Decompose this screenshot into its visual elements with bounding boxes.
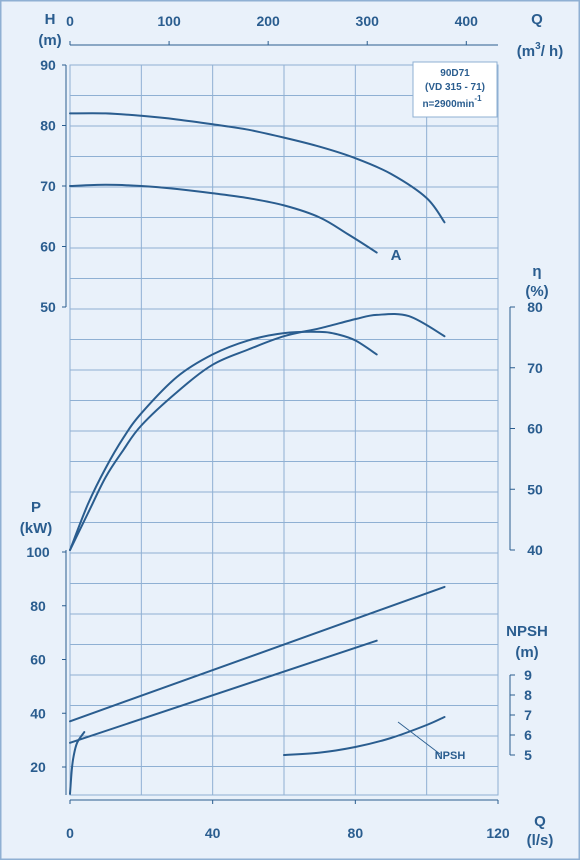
q-bottom-tick-label: 120 [486,825,510,841]
h-tick-label: 50 [40,299,56,315]
npsh-leader-line [397,721,441,755]
h-tick-label: 80 [40,118,56,134]
q-top-tick-label: 400 [455,13,479,29]
eta-tick-label: 50 [527,481,543,497]
npsh-tick-label: 8 [524,687,532,703]
curve-label-npsh: NPSH [435,750,466,762]
q-top-tick-label: 100 [157,13,181,29]
plot-frame [69,64,499,796]
curve-p-4 [69,585,446,723]
info-speed-sup: -1 [474,94,482,103]
info-box [412,61,498,118]
p-tick-label: 100 [26,544,50,560]
info-model: 90D71 [440,68,470,79]
q-top-axis-unit: (m3/ h) [517,41,563,60]
eta-tick-label: 60 [527,421,543,437]
h-tick-label: 60 [40,239,56,255]
npsh-tick-label: 6 [524,727,532,743]
h-tick-label: 90 [40,57,56,73]
npsh-axis-label: NPSH [506,623,548,640]
q-bottom-axis-unit: (l/s) [527,832,554,849]
npsh-tick-label: 9 [524,667,532,683]
curves [69,112,446,795]
curve-eta-2 [69,313,446,551]
curve-npsh-7 [283,716,446,756]
npsh-tick-label: 5 [524,747,532,763]
q-bottom-tick-label: 40 [205,825,221,841]
curve-h-1 [69,183,378,254]
info-speed-value: n=2900min [422,99,474,110]
q-top-tick-label: 200 [256,13,280,29]
info-variant: (VD 315 - 71) [425,82,485,93]
h-tick-label: 70 [40,178,56,194]
eta-tick-label: 80 [527,299,543,315]
curve-p-5 [69,639,378,744]
eta-tick-label: 40 [527,542,543,558]
p-tick-label: 80 [30,598,46,614]
h-axis-unit: (m) [38,32,61,49]
p-axis-unit: (kW) [20,520,53,537]
p-axis-label: P [31,499,41,516]
curve-h-0 [69,112,446,224]
eta-axis-label: η [532,263,541,280]
info-speed: n=2900min-1 [422,94,482,110]
q-bottom-axis-label: Q [534,813,546,830]
q-bottom-tick-label: 80 [348,825,364,841]
q-top-unit-sup: 3 [535,41,541,52]
q-top-axis-label: Q [531,11,543,28]
q-top-unit-pre: (m [517,43,535,60]
q-top-tick-label: 0 [66,13,74,29]
p-tick-label: 40 [30,705,46,721]
curve-p-6 [69,731,86,795]
eta-axis-unit: (%) [525,283,548,300]
p-tick-label: 60 [30,652,46,668]
q-top-unit-post: / h) [541,43,564,60]
q-bottom-tick-label: 0 [66,825,74,841]
curve-label-a: A [391,247,402,264]
q-top-tick-label: 300 [356,13,380,29]
npsh-tick-label: 7 [524,707,532,723]
p-tick-label: 20 [30,759,46,775]
npsh-axis-unit: (m) [515,644,538,661]
curve-eta-3 [69,330,378,551]
eta-tick-label: 70 [527,360,543,376]
h-axis-label: H [45,11,56,28]
